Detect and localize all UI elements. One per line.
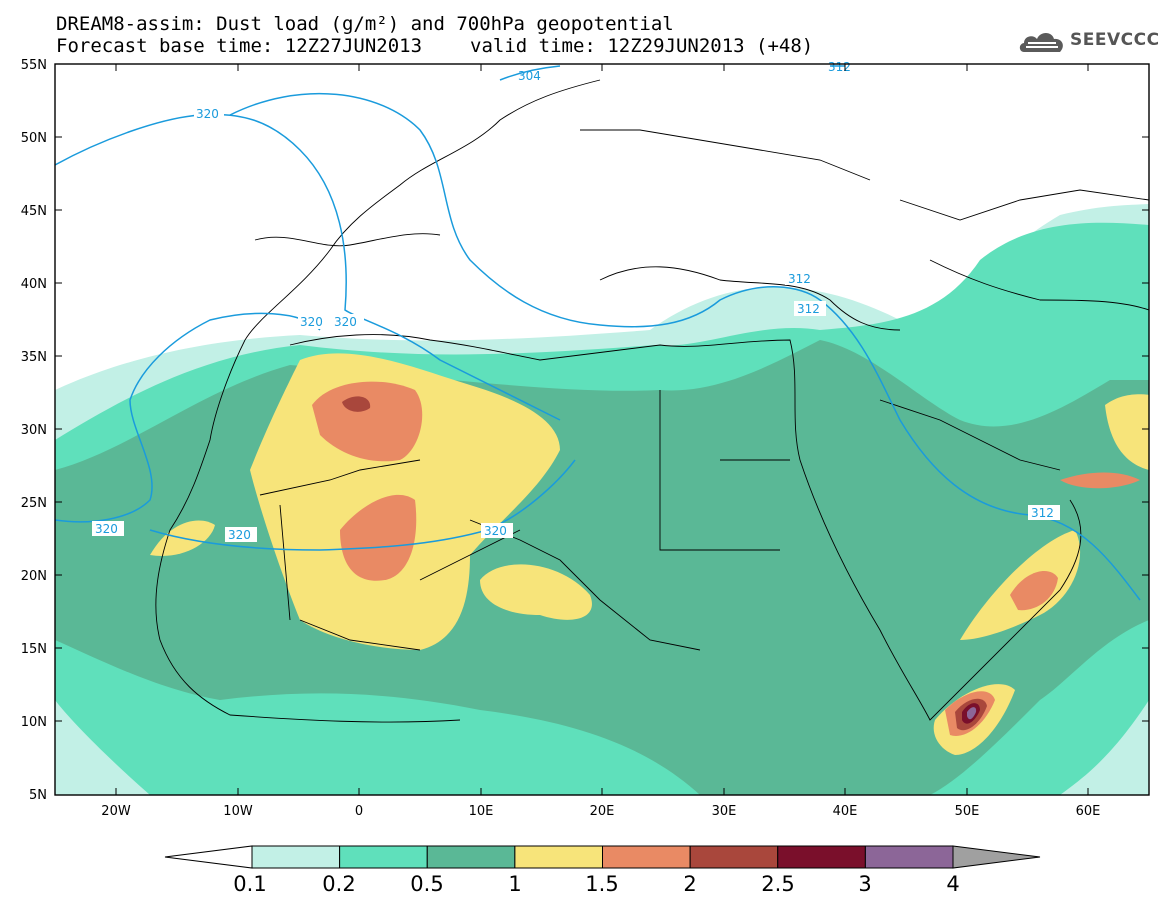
lon-label: 50E <box>955 804 980 819</box>
map-title: DREAM8-assim: Dust load (g/m²) and 700hP… <box>56 13 674 35</box>
lat-label: 10N <box>21 715 47 730</box>
lon-label: 40E <box>833 804 858 819</box>
map-subtitle: Forecast base time: 12Z27JUN2013 valid ti… <box>56 36 813 56</box>
contour-label: 312 <box>1031 506 1054 520</box>
lon-label: 10W <box>223 804 253 819</box>
dust-band-yellow <box>1105 394 1149 470</box>
lat-label: 45N <box>21 204 47 219</box>
lat-label: 25N <box>21 496 47 511</box>
dust-band-yellow <box>480 564 592 620</box>
cloud-icon <box>1019 33 1063 52</box>
contour-label: 320 <box>484 524 507 538</box>
contour-label: 304 <box>518 69 541 83</box>
colorbar-label: 4 <box>946 872 960 896</box>
contour-labels: 320 320 320 320 320 320 312 312 312 304 … <box>92 60 1060 542</box>
lon-label: 0 <box>355 804 363 819</box>
dust-band-purple <box>967 707 977 720</box>
valid-time: valid time: 12Z29JUN2013 (+48) <box>470 35 814 57</box>
contour-label: 312 <box>797 302 820 316</box>
geopotential-contours <box>55 65 1141 601</box>
colorbar-label: 1.5 <box>585 872 619 896</box>
contour-label: 320 <box>300 315 323 329</box>
lat-label: 55N <box>21 58 47 73</box>
base-time: Forecast base time: 12Z27JUN2013 <box>56 35 423 57</box>
contour-label: 320 <box>196 107 219 121</box>
lon-label: 20E <box>590 804 615 819</box>
lat-label: 50N <box>21 131 47 146</box>
colorbar-box <box>426 845 516 869</box>
colorbar-over-arrow <box>952 845 1041 869</box>
dust-band-orange <box>1060 472 1140 489</box>
colorbar-label: 0.2 <box>322 872 356 896</box>
coastlines <box>155 79 1149 723</box>
dust-band-brown <box>342 396 371 412</box>
dust-field <box>55 64 1149 795</box>
lat-axis: 55N 50N 45N 40N 35N 30N 25N 20N 15N 10N … <box>21 58 1149 803</box>
lon-label: 20W <box>101 804 131 819</box>
colorbar-box <box>251 845 341 869</box>
colorbar <box>164 845 1041 869</box>
colorbar-box <box>339 845 428 869</box>
contour-label: 320 <box>228 528 251 542</box>
colorbar-label: 0.1 <box>233 872 267 896</box>
dust-band-orange <box>312 381 423 462</box>
colorbar-label: 0.5 <box>410 872 444 896</box>
lon-label: 30E <box>712 804 737 819</box>
colorbar-box <box>689 845 779 869</box>
lat-label: 35N <box>21 350 47 365</box>
contour-label: 320 <box>334 315 357 329</box>
contour-label: 312 <box>828 60 851 74</box>
seevccc-logo: SEEVCCC <box>1018 26 1160 56</box>
contour-label: 320 <box>95 522 118 536</box>
colorbar-under-arrow <box>164 845 253 869</box>
lon-label: 60E <box>1076 804 1101 819</box>
colorbar-box <box>514 845 603 869</box>
lat-label: 30N <box>21 423 47 438</box>
colorbar-box <box>777 845 866 869</box>
colorbar-label: 2.5 <box>761 872 795 896</box>
contour-label: 312 <box>788 272 811 286</box>
dust-band-orange <box>340 494 417 581</box>
lon-axis: 20W 10W 0 10E 20E 30E 40E 50E 60E <box>101 64 1100 819</box>
lat-label: 40N <box>21 277 47 292</box>
lat-label: 20N <box>21 569 47 584</box>
lon-label: 10E <box>469 804 494 819</box>
colorbar-label: 1 <box>508 872 522 896</box>
dust-band-orange <box>1010 571 1058 611</box>
colorbar-label: 3 <box>858 872 872 896</box>
logo-text: SEEVCCC <box>1070 30 1160 50</box>
colorbar-label: 2 <box>683 872 697 896</box>
lat-label: 5N <box>29 788 47 803</box>
colorbar-box <box>864 845 954 869</box>
colorbar-box <box>602 845 691 869</box>
lat-label: 15N <box>21 642 47 657</box>
